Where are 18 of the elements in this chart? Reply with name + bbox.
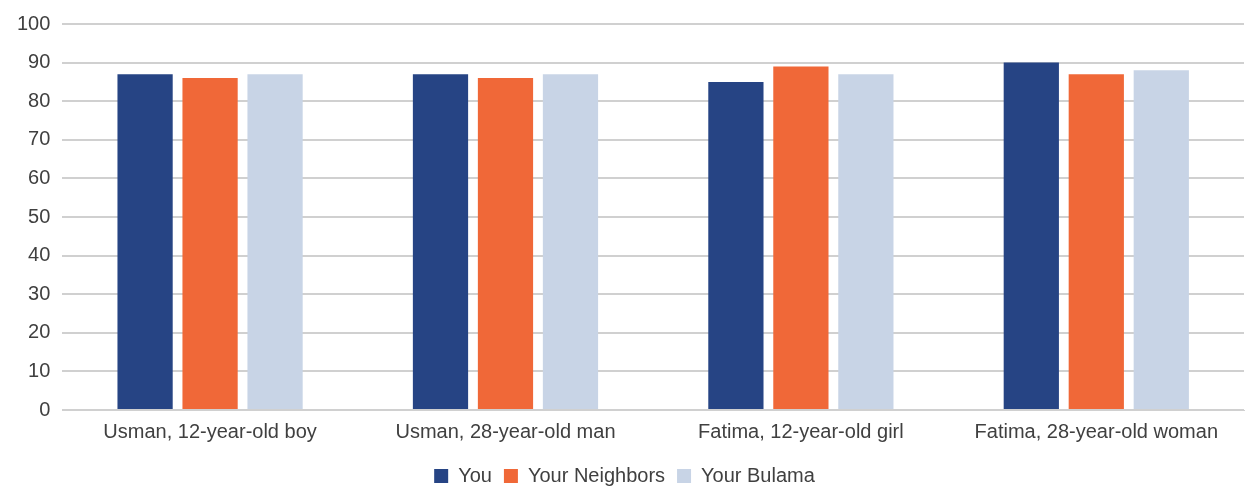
y-tick-label: 100 [16, 11, 51, 34]
y-tick-label: 80 [28, 88, 51, 111]
legend-label: Your Neighbors [527, 463, 666, 486]
y-tick-label: 90 [28, 50, 51, 73]
legend-label: Your Bulama [701, 463, 816, 486]
y-tick-label: 40 [28, 243, 51, 266]
y-tick-label: 0 [39, 397, 51, 420]
legend-label: You [458, 463, 492, 486]
x-tick-label: Usman, 12-year-old boy [103, 419, 317, 442]
x-tick-label: Fatima, 12-year-old girl [698, 419, 904, 442]
y-tick-label: 60 [28, 165, 51, 188]
y-tick-label: 30 [28, 281, 51, 304]
y-tick-label: 70 [28, 127, 51, 150]
x-tick-label: Fatima, 28-year-old woman [974, 419, 1219, 442]
y-tick-label: 20 [28, 320, 51, 343]
x-tick-label: Usman, 28-year-old man [395, 419, 616, 442]
y-tick-label: 10 [28, 358, 51, 381]
y-tick-label: 50 [28, 204, 51, 227]
